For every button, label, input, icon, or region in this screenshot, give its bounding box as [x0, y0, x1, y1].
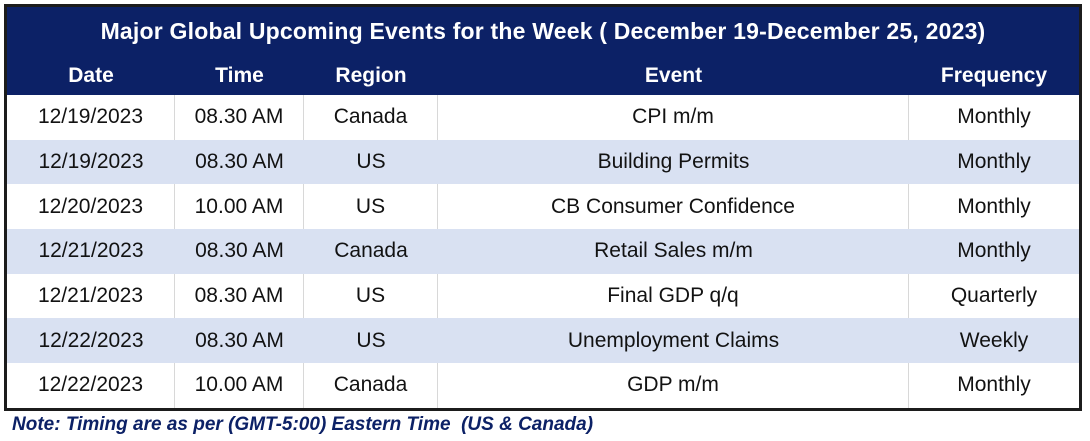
- cell-event: CPI m/m: [438, 95, 909, 140]
- table-row: 12/19/2023 08.30 AM US Building Permits …: [7, 139, 1079, 185]
- cell-frequency: Monthly: [957, 150, 1031, 174]
- cell-frequency: Monthly: [957, 239, 1031, 263]
- cell-frequency: Monthly: [957, 105, 1031, 129]
- cell-date: 12/19/2023: [38, 150, 144, 174]
- cell-region: Canada: [334, 239, 408, 263]
- table-header-row: Date Time Region Event Frequency: [7, 56, 1079, 95]
- cell-time: 08.30 AM: [175, 95, 304, 140]
- cell-time: 08.30 AM: [195, 328, 284, 352]
- cell-event: Retail Sales m/m: [594, 239, 753, 263]
- cell-frequency: Weekly: [959, 328, 1029, 352]
- cell-time: 08.30 AM: [195, 239, 284, 263]
- cell-event: CB Consumer Confidence: [438, 184, 909, 230]
- cell-date: 12/22/2023: [38, 328, 144, 352]
- cell-time: 10.00 AM: [175, 184, 304, 230]
- cell-event: GDP m/m: [438, 363, 909, 408]
- table-row: 12/20/2023 10.00 AM US CB Consumer Confi…: [7, 184, 1079, 230]
- column-header-frequency: Frequency: [940, 63, 1048, 87]
- column-header-region: Region: [335, 63, 407, 87]
- table-row: 12/21/2023 08.30 AM US Final GDP q/q Qua…: [7, 273, 1079, 319]
- column-header-time: Time: [215, 63, 264, 87]
- cell-region: US: [304, 273, 438, 319]
- table-row: 12/19/2023 08.30 AM Canada CPI m/m Month…: [7, 95, 1079, 140]
- cell-frequency: Monthly: [957, 194, 1031, 218]
- cell-event: Unemployment Claims: [567, 328, 780, 352]
- cell-time: 08.30 AM: [195, 150, 284, 174]
- cell-date: 12/21/2023: [7, 273, 175, 319]
- table-row: 12/22/2023 10.00 AM Canada GDP m/m Month…: [7, 363, 1079, 408]
- cell-frequency: Monthly: [957, 373, 1031, 397]
- events-table: Major Global Upcoming Events for the Wee…: [4, 4, 1082, 411]
- cell-frequency: Quarterly: [950, 284, 1038, 308]
- cell-event: Building Permits: [597, 150, 750, 174]
- cell-time: 10.00 AM: [175, 363, 304, 408]
- table-title: Major Global Upcoming Events for the Wee…: [7, 7, 1079, 56]
- cell-time: 08.30 AM: [175, 273, 304, 319]
- cell-region: US: [304, 184, 438, 230]
- cell-region: Canada: [304, 95, 438, 140]
- cell-date: 12/22/2023: [7, 363, 175, 408]
- timing-footnote: Note: Timing are as per (GMT-5:00) Easte…: [12, 414, 594, 435]
- column-header-event: Event: [644, 63, 703, 87]
- cell-event: Final GDP q/q: [438, 273, 909, 319]
- column-header-date: Date: [68, 63, 114, 87]
- cell-region: US: [356, 328, 386, 352]
- table-row: 12/22/2023 08.30 AM US Unemployment Clai…: [7, 318, 1079, 364]
- cell-date: 12/20/2023: [7, 184, 175, 230]
- cell-region: Canada: [304, 363, 438, 408]
- cell-region: US: [356, 150, 386, 174]
- cell-date: 12/21/2023: [38, 239, 144, 263]
- cell-date: 12/19/2023: [7, 95, 175, 140]
- table-row: 12/21/2023 08.30 AM Canada Retail Sales …: [7, 229, 1079, 274]
